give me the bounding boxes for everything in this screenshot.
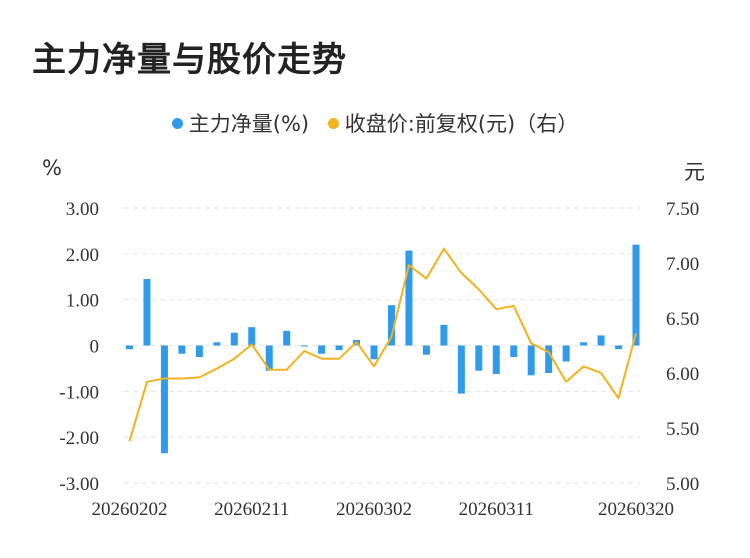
net-flow-bar: [562, 345, 570, 362]
x-tick-label: 20260302: [336, 499, 412, 520]
net-flow-bar: [475, 345, 483, 371]
chart-title: 主力净量与股价走势: [32, 40, 347, 80]
y-left-tick-label: 0: [90, 337, 100, 358]
net-flow-bar: [615, 345, 623, 350]
net-flow-bar: [300, 345, 308, 347]
net-flow-bar: [597, 335, 605, 346]
net-flow-bar: [283, 330, 291, 346]
legend-marker-close-price: [327, 117, 339, 129]
y-right-tick-label: 6.50: [666, 309, 699, 330]
net-flow-bar: [178, 345, 186, 354]
legend-label-close-price: 收盘价:前复权(元)（右）: [344, 112, 579, 136]
legend-item-net-flow[interactable]: 主力净量(%): [171, 108, 310, 138]
left-axis-unit: %: [42, 156, 62, 180]
net-flow-bar: [632, 244, 640, 346]
net-flow-bar: [580, 342, 588, 346]
net-flow-bar: [370, 345, 378, 360]
legend: 主力净量(%) 收盘价:前复权(元)（右）: [0, 108, 750, 138]
x-tick-label: 20260211: [214, 499, 289, 520]
y-left-tick-label: 1.00: [66, 291, 99, 312]
y-left-tick-label: -1.00: [59, 382, 99, 403]
net-flow-bar: [440, 324, 448, 346]
net-flow-bar: [510, 345, 518, 357]
y-right-tick-label: 7.50: [666, 199, 699, 220]
net-flow-bar: [492, 345, 500, 374]
y-left-tick-label: -2.00: [59, 428, 99, 449]
y-left-tick-label: 2.00: [66, 245, 99, 266]
y-right-tick-label: 5.00: [666, 474, 699, 495]
net-flow-bar: [318, 345, 326, 354]
legend-label-net-flow: 主力净量(%): [188, 112, 310, 136]
y-right-tick-label: 5.50: [666, 419, 699, 440]
x-tick-label: 20260311: [459, 499, 534, 520]
net-flow-bar: [248, 327, 256, 346]
y-right-tick-label: 7.00: [666, 254, 699, 275]
net-flow-bar: [265, 345, 273, 371]
net-flow-bar: [143, 279, 151, 346]
x-tick-label: 20260202: [92, 499, 168, 520]
net-flow-bar: [405, 250, 413, 346]
y-right-tick-label: 6.00: [666, 364, 699, 385]
x-tick-label: 20260320: [598, 499, 674, 520]
net-flow-bar: [387, 305, 395, 346]
net-flow-bar: [457, 345, 465, 394]
net-flow-bar: [195, 345, 203, 357]
close-price-line: [128, 247, 637, 442]
right-axis-unit: 元: [684, 160, 705, 184]
net-flow-bar: [126, 345, 133, 350]
y-left-tick-label: 3.00: [66, 199, 99, 220]
net-flow-bar: [527, 345, 535, 376]
net-flow-bar: [335, 345, 343, 351]
y-left-tick-label: -3.00: [59, 474, 99, 495]
legend-marker-net-flow: [171, 117, 183, 129]
legend-item-close-price[interactable]: 收盘价:前复权(元)（右）: [327, 108, 579, 138]
net-flow-bar: [422, 345, 430, 355]
net-flow-bar: [213, 342, 221, 346]
net-flow-bar: [230, 332, 238, 346]
net-flow-bar: [545, 345, 553, 373]
net-flow-bar: [160, 345, 168, 454]
